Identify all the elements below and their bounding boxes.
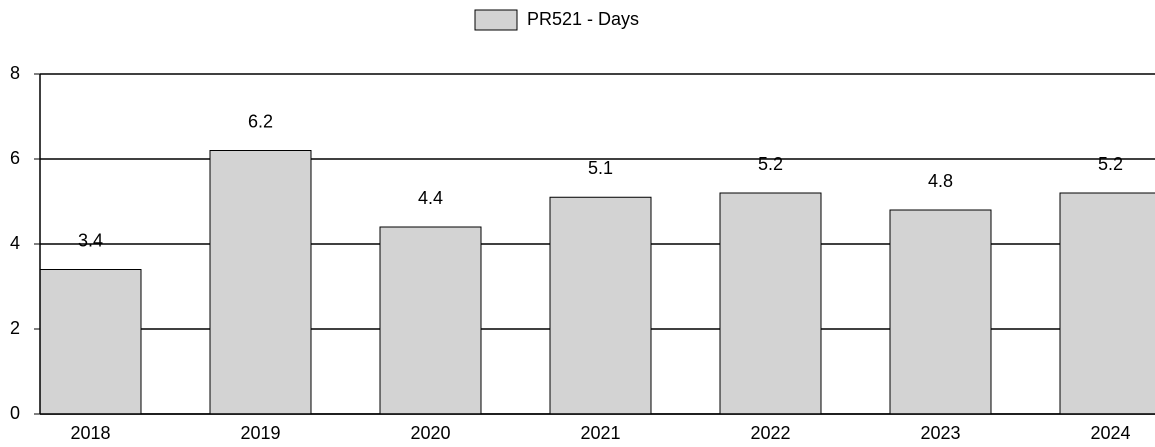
x-tick-label: 2018	[70, 423, 110, 443]
x-tick-label: 2019	[240, 423, 280, 443]
y-tick-label: 8	[10, 63, 20, 83]
bar	[549, 196, 652, 415]
data-label: 5.2	[758, 154, 783, 174]
bar	[39, 269, 142, 415]
y-tick-label: 4	[10, 233, 20, 253]
data-label: 3.4	[78, 230, 103, 250]
y-tick-label: 2	[10, 318, 20, 338]
data-label: 4.4	[418, 188, 443, 208]
bar	[1059, 192, 1155, 415]
bar	[209, 150, 312, 415]
data-label: 5.1	[588, 158, 613, 178]
legend-swatch	[474, 9, 518, 31]
x-tick-label: 2021	[580, 423, 620, 443]
data-label: 4.8	[928, 171, 953, 191]
x-tick-label: 2023	[920, 423, 960, 443]
data-label: 5.2	[1098, 154, 1123, 174]
x-tick-label: 2020	[410, 423, 450, 443]
data-label: 6.2	[248, 111, 273, 131]
x-tick-label: 2024	[1090, 423, 1130, 443]
x-tick-label: 2022	[750, 423, 790, 443]
bar	[719, 192, 822, 415]
bar	[889, 209, 992, 415]
y-tick-label: 0	[10, 403, 20, 423]
bar	[379, 226, 482, 415]
legend-label: PR521 - Days	[527, 9, 639, 29]
y-tick-label: 6	[10, 148, 20, 168]
